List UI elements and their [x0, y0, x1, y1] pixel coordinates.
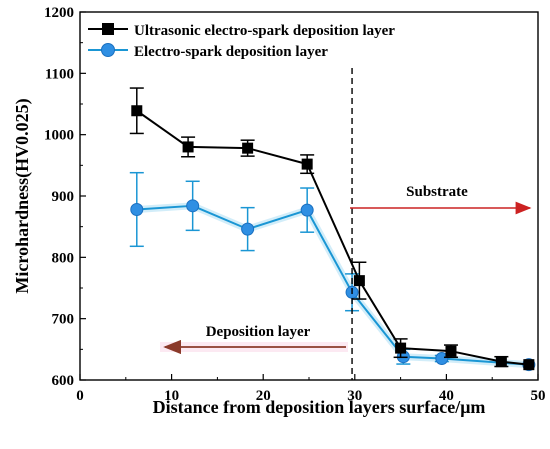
- data-point-circle: [300, 203, 314, 217]
- legend-label-electro-spark: Electro-spark deposition layer: [134, 44, 328, 60]
- legend-square-marker: [102, 23, 114, 35]
- marks-layer: [129, 87, 536, 372]
- data-point-circle: [435, 352, 449, 366]
- data-point-square: [131, 105, 143, 117]
- y-tick-label: 1200: [44, 5, 74, 21]
- data-point-square: [445, 345, 457, 357]
- x-tick-label: 20: [256, 388, 271, 404]
- series-ultrasonic: [129, 87, 535, 371]
- y-tick-label: 1000: [44, 128, 74, 144]
- data-point-square: [523, 359, 535, 371]
- x-tick-label: 30: [347, 388, 362, 404]
- y-tick-label: 700: [52, 312, 75, 328]
- y-tick-label: 900: [52, 189, 75, 205]
- substrate-label: Substrate: [406, 184, 468, 200]
- data-point-circle: [186, 199, 200, 213]
- data-point-square: [301, 158, 313, 170]
- data-point-square: [242, 142, 254, 154]
- y-tick-label: 1100: [45, 66, 74, 82]
- ticks-layer: 0 10 20 30 40 50 600 700 800 900 1000 1100 1200: [44, 5, 546, 404]
- legend-label-ultrasonic: Ultrasonic electro-spark deposition laye…: [134, 23, 395, 39]
- series-line: [136, 109, 529, 366]
- legend: Ultrasonic electro-spark deposition laye…: [88, 23, 395, 60]
- data-point-square: [395, 342, 407, 354]
- data-point-square: [495, 356, 507, 368]
- y-tick-label: 600: [52, 373, 75, 389]
- data-point-circle: [130, 202, 144, 216]
- legend-circle-marker: [101, 43, 115, 57]
- series-electro-spark: [129, 171, 536, 372]
- x-tick-label: 50: [531, 388, 546, 404]
- x-tick-label: 40: [439, 388, 454, 404]
- data-point-circle: [241, 222, 255, 236]
- data-point-square: [353, 275, 365, 287]
- x-tick-label: 0: [76, 388, 84, 404]
- y-axis-title: Microhardness(HV0.025): [12, 98, 33, 293]
- x-axis-title: Distance from deposition layers surface/…: [153, 397, 486, 417]
- x-tick-label: 10: [164, 388, 179, 404]
- data-point-square: [182, 141, 194, 153]
- y-tick-label: 800: [52, 250, 75, 266]
- deposition-layer-label: Deposition layer: [206, 324, 311, 340]
